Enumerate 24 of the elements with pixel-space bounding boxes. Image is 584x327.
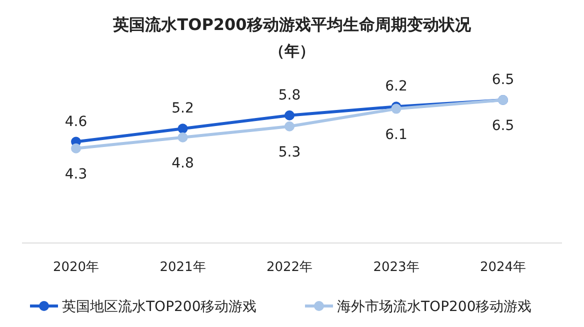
point bbox=[284, 110, 294, 120]
data-label: 6.1 bbox=[385, 126, 408, 143]
x-tick-label: 2023年 bbox=[373, 260, 420, 275]
chart-subtitle: （年） bbox=[270, 42, 314, 60]
x-tick-label: 2020年 bbox=[52, 260, 100, 275]
data-label: 6.5 bbox=[492, 72, 514, 88]
point bbox=[71, 143, 81, 154]
data-label: 4.3 bbox=[64, 166, 88, 182]
x-tick-label: 2022年 bbox=[266, 260, 313, 275]
point bbox=[178, 132, 188, 142]
chart-title: 英国流水TOP200移动游戏平均生命周期变动状况 bbox=[112, 15, 472, 34]
point bbox=[178, 124, 188, 134]
data-label: 4.8 bbox=[172, 155, 194, 172]
x-tick-label: 2024年 bbox=[480, 260, 526, 275]
legend-label: 海外市场流水TOP200移动游戏 bbox=[337, 299, 532, 315]
data-label: 5.8 bbox=[278, 87, 301, 104]
legend-label: 英国地区流水TOP200移动游戏 bbox=[62, 299, 257, 315]
point bbox=[284, 121, 294, 132]
data-label: 6.2 bbox=[385, 78, 408, 95]
data-label: 5.2 bbox=[172, 100, 194, 117]
data-label: 6.5 bbox=[492, 118, 514, 134]
data-label: 5.3 bbox=[278, 144, 301, 160]
x-tick-label: 2021年 bbox=[160, 260, 206, 275]
data-label: 4.6 bbox=[64, 114, 88, 130]
